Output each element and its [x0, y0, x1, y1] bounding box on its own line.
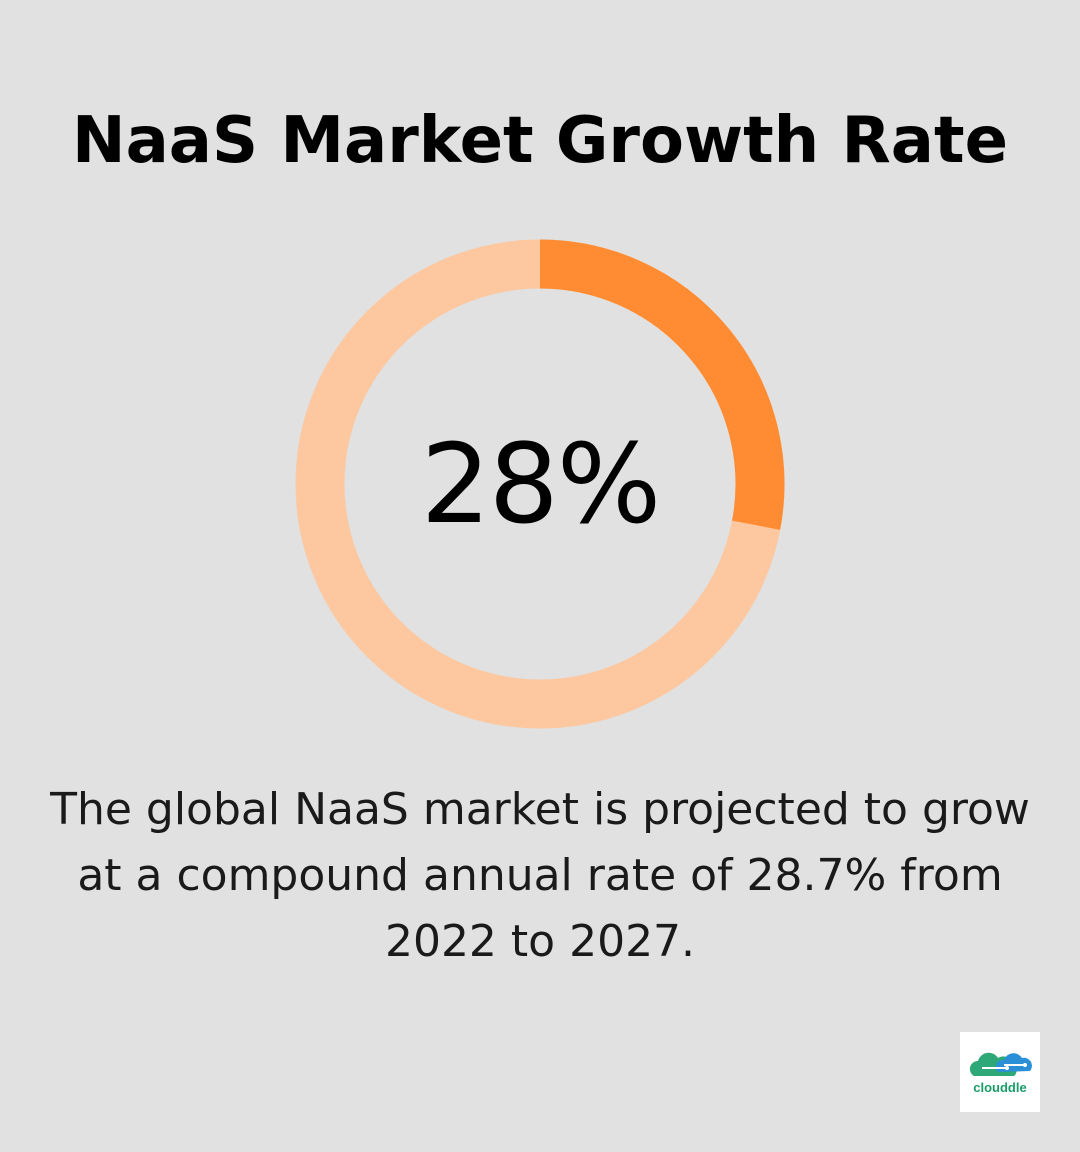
donut-chart: 28% [290, 234, 790, 734]
page-title: NaaS Market Growth Rate [72, 104, 1008, 178]
clouddle-logo: clouddle [960, 1032, 1040, 1112]
chart-description: The global NaaS market is projected to g… [50, 784, 1030, 967]
donut-value-slice [539, 239, 785, 530]
cloud-icon [969, 1052, 1032, 1076]
logo-text: clouddle [973, 1080, 1027, 1095]
donut-chart-svg [295, 239, 785, 729]
chart-center-value: 28% [420, 420, 662, 548]
